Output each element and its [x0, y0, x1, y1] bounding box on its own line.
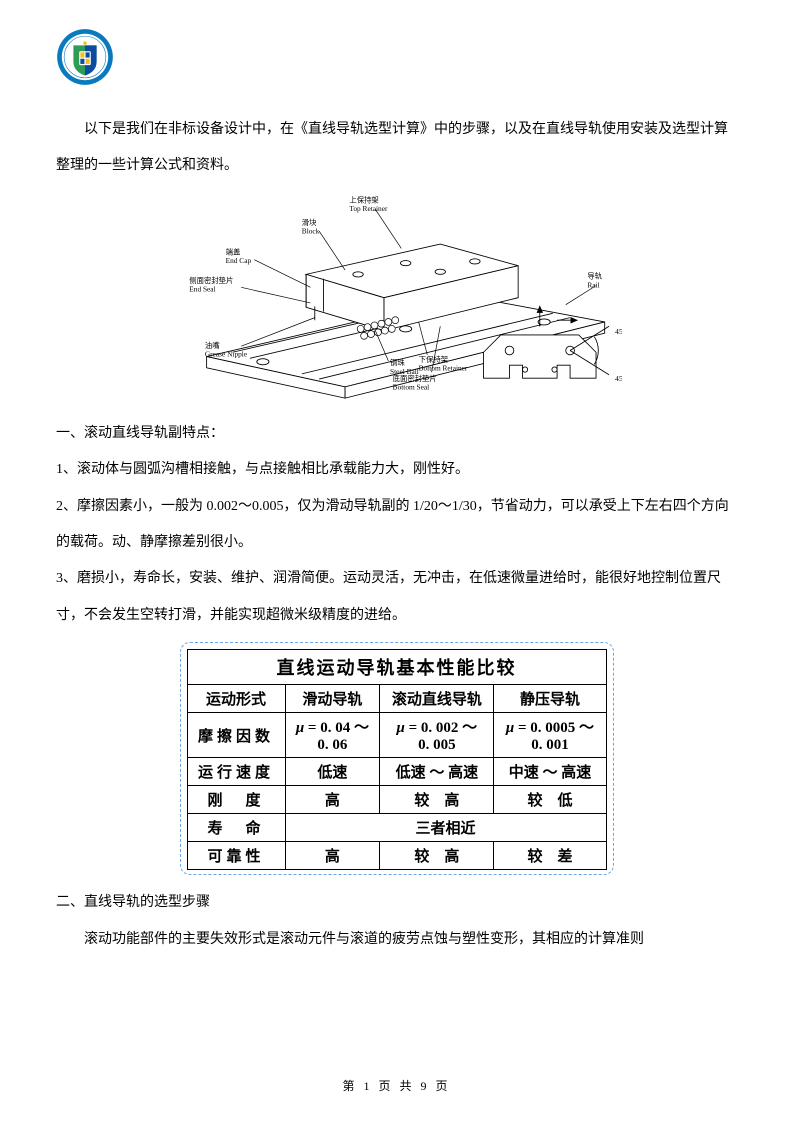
- page-footer: 第 1 页 共 9 页: [0, 1077, 793, 1094]
- feature-2: 2、摩擦因素小，一般为 0.002～0.005，仅为滑动导轨副的 1/20～1/…: [56, 489, 737, 562]
- col-header-3: 静压导轨: [494, 685, 606, 713]
- section-2-title: 二、直线导轨的选型步骤: [56, 885, 737, 921]
- svg-text:底面密封垫片: 底面密封垫片: [392, 374, 436, 383]
- svg-text:侧面密封垫片: 侧面密封垫片: [189, 276, 233, 285]
- svg-text:滑块: 滑块: [301, 218, 316, 227]
- feature-1: 1、滚动体与圆弧沟槽相接触，与点接触相比承载能力大，刚性好。: [56, 452, 737, 488]
- svg-text:End Seal: End Seal: [189, 284, 215, 293]
- svg-text:End Cap: End Cap: [225, 256, 251, 265]
- feature-3: 3、磨损小，寿命长，安装、维护、润滑简便。运动灵活，无冲击，在低速微量进给时，能…: [56, 561, 737, 634]
- section-2-paragraph: 滚动功能部件的主要失效形式是滚动元件与滚道的疲劳点蚀与塑性变形，其相应的计算准则: [56, 922, 737, 958]
- table-row: 寿 命 三者相近: [187, 814, 606, 842]
- svg-text:油嘴: 油嘴: [204, 341, 219, 350]
- col-header-1: 滑动导轨: [285, 685, 380, 713]
- table-row: 刚 度 高 较 高 较 低: [187, 786, 606, 814]
- svg-text:45°: 45°: [615, 327, 622, 336]
- section-1-title: 一、滚动直线导轨副特点：: [56, 416, 737, 452]
- performance-table: 直线运动导轨基本性能比较 运动形式 滑动导轨 滚动直线导轨 静压导轨 摩擦因数 …: [187, 649, 607, 870]
- org-logo: [56, 28, 114, 86]
- table-row: 摩擦因数 μ = 0. 04 ～0. 06 μ = 0. 002 ～0. 005…: [187, 713, 606, 758]
- svg-text:端盖: 端盖: [225, 247, 240, 256]
- col-header-0: 运动形式: [187, 685, 285, 713]
- svg-text:上保持架: 上保持架: [349, 195, 379, 204]
- svg-text:Top Retainer: Top Retainer: [349, 204, 388, 213]
- svg-text:45°: 45°: [615, 374, 622, 383]
- svg-text:钢珠: 钢珠: [390, 358, 405, 367]
- svg-text:下保持架: 下保持架: [418, 355, 448, 364]
- svg-text:Rail: Rail: [587, 280, 599, 289]
- intro-paragraph: 以下是我们在非标设备设计中，在《直线导轨选型计算》中的步骤，以及在直线导轨使用安…: [56, 112, 737, 185]
- svg-text:Bottom Retainer: Bottom Retainer: [418, 363, 467, 372]
- col-header-2: 滚动直线导轨: [380, 685, 494, 713]
- performance-table-container: 直线运动导轨基本性能比较 运动形式 滑动导轨 滚动直线导轨 静压导轨 摩擦因数 …: [180, 642, 614, 875]
- linear-rail-diagram: 45° 45°: [172, 191, 622, 401]
- svg-text:Block: Block: [301, 226, 319, 235]
- svg-text:Grease Nipple: Grease Nipple: [204, 349, 246, 358]
- table-row: 可靠性 高 较 高 较 差: [187, 842, 606, 870]
- svg-text:Bottom Seal: Bottom Seal: [392, 382, 429, 391]
- table-title: 直线运动导轨基本性能比较: [187, 650, 606, 685]
- svg-text:导轨: 导轨: [587, 271, 602, 280]
- table-row: 运行速度 低速 低速 ～ 高速 中速 ～ 高速: [187, 758, 606, 786]
- table-header-row: 运动形式 滑动导轨 滚动直线导轨 静压导轨: [187, 685, 606, 713]
